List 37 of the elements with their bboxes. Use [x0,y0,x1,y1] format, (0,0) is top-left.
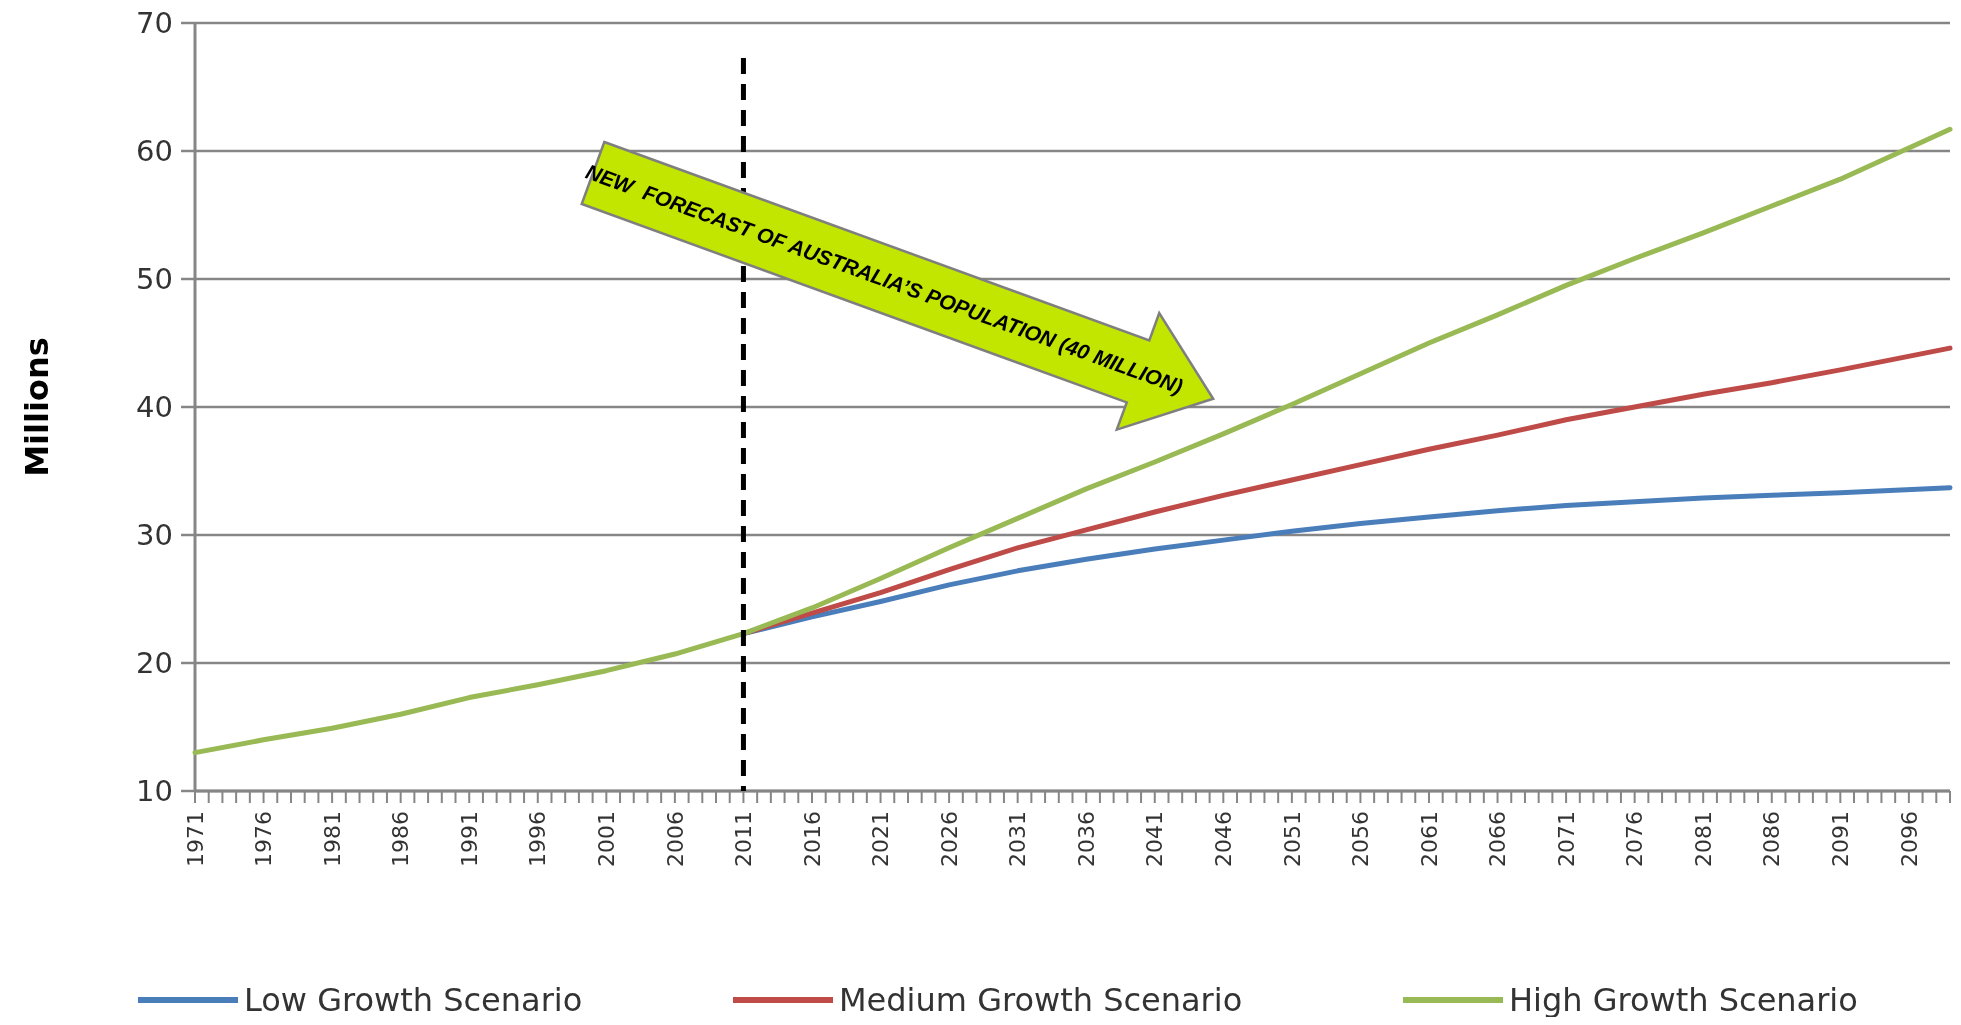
x-tick-label: 2036 [1073,811,1099,867]
x-tick-label: 2096 [1896,811,1922,867]
x-tick-label: 2016 [799,811,825,867]
x-tick-label: 2041 [1142,811,1168,867]
x-tick-label: 1981 [319,811,345,867]
x-tick-label: 1976 [251,811,277,867]
x-tick-label: 2091 [1828,811,1854,867]
y-tick-label: 30 [136,518,173,553]
x-tick-label: 2011 [731,811,757,867]
legend-label: Low Growth Scenario [244,981,583,1020]
y-tick-label: 20 [136,646,173,681]
legend-label: Medium Growth Scenario [839,981,1243,1020]
x-tick-label: 2061 [1416,811,1442,867]
y-tick-label: 50 [136,262,173,297]
x-tick-label: 2001 [594,811,620,867]
x-tick-label: 2066 [1485,811,1511,867]
x-tick-label: 2046 [1211,811,1237,867]
x-tick-label: 2076 [1622,811,1648,867]
x-tick-label: 2006 [662,811,688,867]
x-tick-label: 2031 [1005,811,1031,867]
x-tick-label: 2071 [1553,811,1579,867]
x-tick-label: 1996 [525,811,551,867]
x-tick-label: 1986 [388,811,414,867]
x-tick-label: 2051 [1279,811,1305,867]
x-tick-label: 1971 [182,811,208,867]
legend-label: High Growth Scenario [1509,981,1858,1020]
x-tick-label: 2026 [936,811,962,867]
y-tick-label: 40 [136,390,173,425]
x-tick-label: 2021 [868,811,894,867]
y-axis-title: Millions [18,337,56,477]
y-tick-label: 70 [136,6,173,41]
x-tick-label: 2056 [1348,811,1374,867]
y-tick-label: 10 [136,774,173,809]
x-tick-label: 2081 [1690,811,1716,867]
x-tick-label: 2086 [1759,811,1785,867]
y-tick-label: 60 [136,134,173,169]
x-tick-label: 1991 [456,811,482,867]
